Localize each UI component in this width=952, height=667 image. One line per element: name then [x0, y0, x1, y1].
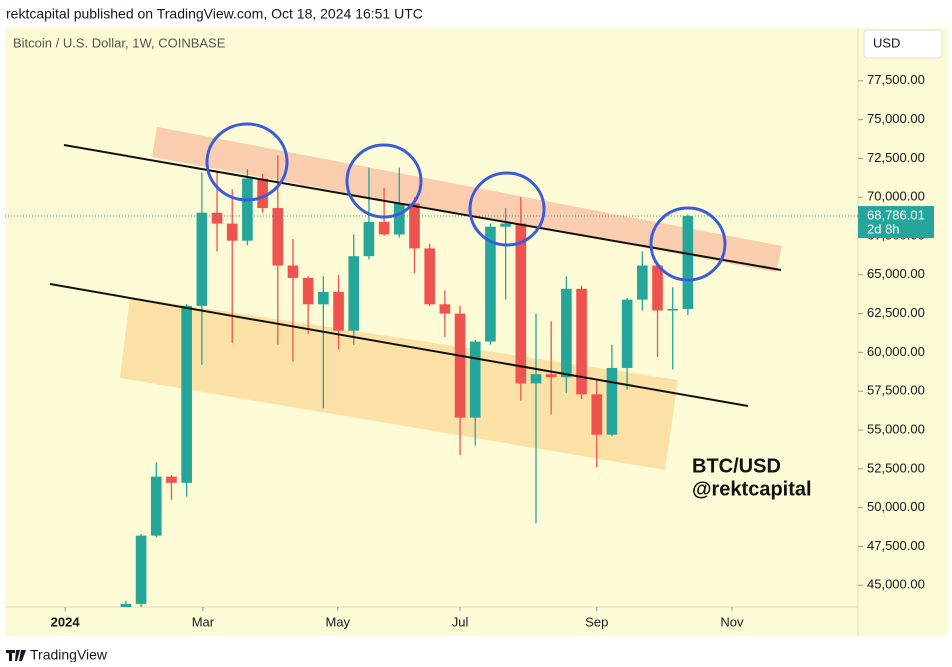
candle-body: [591, 394, 603, 435]
candle-body: [637, 265, 648, 300]
annotation-text: @rektcapital: [692, 478, 812, 500]
candle-body: [454, 313, 466, 418]
candle-body: [682, 216, 694, 309]
last-price-label: 68,786.01: [867, 207, 925, 222]
x-tick-label: May: [326, 614, 351, 629]
candle-body: [667, 308, 679, 311]
candle-body: [606, 367, 618, 435]
candle-body: [166, 476, 177, 483]
candle-body: [333, 291, 344, 331]
candle-body: [318, 291, 329, 305]
candle-body: [150, 476, 162, 536]
candle-body: [393, 203, 405, 235]
candle-body: [469, 341, 481, 418]
candle-body: [302, 277, 314, 305]
logo: [6, 650, 26, 661]
candle-body: [135, 535, 147, 604]
currency[interactable]: USD: [873, 35, 900, 50]
y-tick-label: 72,500.00: [867, 150, 925, 165]
candle-body: [348, 256, 360, 331]
y-tick-label: 45,000.00: [867, 577, 925, 592]
candle-body: [515, 223, 527, 384]
x-tick-label: Sep: [585, 614, 608, 629]
candle-body: [181, 305, 192, 483]
candle-body: [545, 374, 557, 378]
y-tick-label: 50,000.00: [867, 499, 925, 514]
time-axis: [5, 607, 858, 636]
candle-body: [500, 223, 511, 227]
trend-line: [49, 283, 749, 407]
candle-body: [652, 265, 663, 311]
x-tick-label: Jul: [452, 614, 469, 629]
currency-box[interactable]: [863, 29, 943, 59]
chart-title: Bitcoin / U.S. Dollar, 1W, COINBASE: [13, 35, 226, 50]
candle-body: [120, 603, 132, 607]
candle-body: [196, 212, 208, 306]
candle-body: [530, 374, 542, 384]
x-tick-label: Mar: [192, 614, 215, 629]
price-axis: [858, 28, 948, 636]
y-tick-label: 77,500.00: [867, 72, 925, 87]
highlight-circle: [468, 171, 546, 247]
candle-body: [576, 288, 587, 395]
annotation-bands: [120, 127, 782, 470]
y-tick-label: 65,000.00: [867, 266, 925, 281]
highlight-circle: [649, 206, 727, 282]
y-tick-label: 57,500.00: [867, 383, 925, 398]
footer: TradingView: [6, 647, 108, 663]
candle-body: [287, 265, 299, 278]
trend-line: [63, 144, 782, 271]
candle-body: [257, 178, 268, 209]
x-tick-label: 2024: [51, 614, 81, 629]
y-tick-label: 70,000.00: [867, 189, 925, 204]
candle-body: [485, 226, 496, 342]
resistance-band: [152, 127, 782, 272]
highlight-circle: [205, 122, 289, 202]
footer-text: TradingView: [30, 647, 108, 662]
y-tick-label: 62,500.00: [867, 305, 925, 320]
candle-body: [378, 222, 390, 235]
countdown: 2d 8h: [867, 221, 900, 236]
candle-body: [621, 299, 633, 368]
candles: [5, 155, 858, 607]
candle-body: [272, 208, 284, 266]
header: rektcapital published on TradingView.com…: [6, 6, 423, 22]
candle-body: [424, 248, 435, 305]
highlight-circle: [345, 143, 423, 219]
candle-body: [211, 212, 223, 224]
candle-body: [242, 178, 253, 241]
y-tick-label: 52,500.00: [867, 460, 925, 475]
annotation-text: BTC/USD: [692, 455, 781, 477]
candle-body: [561, 288, 572, 378]
support-band: [120, 297, 678, 470]
x-tick-label: Nov: [720, 614, 744, 629]
candle-body: [363, 222, 375, 257]
last-price-box: [858, 206, 934, 239]
y-tick-label: 55,000.00: [867, 421, 925, 436]
y-tick-label: 60,000.00: [867, 344, 925, 359]
candle-body: [409, 203, 420, 249]
candle-body: [226, 223, 238, 241]
y-tick-label: 47,500.00: [867, 538, 925, 553]
annotations: BTC/USD @rektcapital: [49, 122, 812, 500]
y-tick-label: 75,000.00: [867, 111, 925, 126]
candle-body: [439, 304, 451, 314]
